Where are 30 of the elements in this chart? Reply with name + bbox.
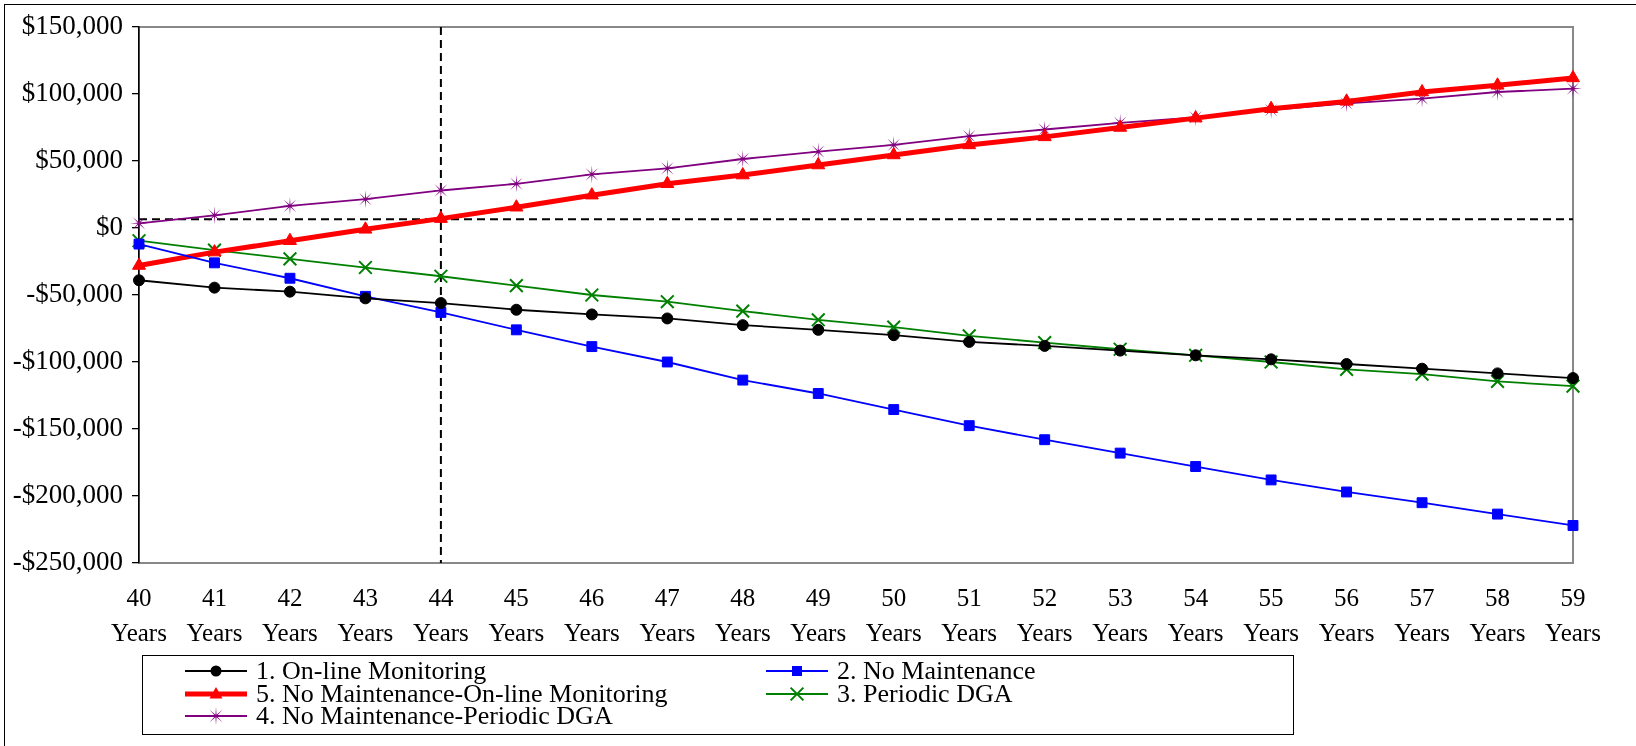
y-tick-label: $0 [96,211,123,242]
x-tick-label: 44 Years [412,584,469,647]
x-tick-label: 49 Years [790,584,847,647]
y-tick-label: $100,000 [21,77,123,108]
y-tick-label: -$50,000 [26,278,123,309]
y-tick-label: $150,000 [21,10,123,41]
x-tick-label: 58 Years [1469,584,1526,647]
x-tick-label: 59 Years [1545,584,1601,647]
y-tick-label: -$150,000 [12,412,123,443]
x-tick-label: 42 Years [262,584,318,647]
x-tick-label: 56 Years [1318,584,1375,647]
y-tick-label: -$200,000 [12,479,123,510]
x-tick-label: 48 Years [714,584,771,647]
x-tick-label: 47 Years [639,584,696,647]
y-tick-label: -$250,000 [12,546,123,577]
y-tick-label: -$100,000 [12,345,123,376]
x-tick-label: 51 Years [941,584,998,647]
x-tick-label: 53 Years [1092,584,1149,647]
y-tick-label: $50,000 [35,144,123,175]
x-tick-label: 40 Years [111,584,167,647]
x-tick-label: 54 Years [1167,584,1224,647]
x-tick-label: 41 Years [186,584,243,647]
x-tick-label: 46 Years [563,584,620,647]
x-tick-label: 55 Years [1243,584,1300,647]
x-tick-label: 50 Years [865,584,922,647]
x-tick-label: 52 Years [1016,584,1073,647]
x-tick-label: 45 Years [488,584,545,647]
x-tick-label: 57 Years [1394,584,1450,647]
x-tick-label: 43 Years [337,584,394,647]
legend-label: 4. No Maintenance-Periodic DGA [256,701,613,731]
